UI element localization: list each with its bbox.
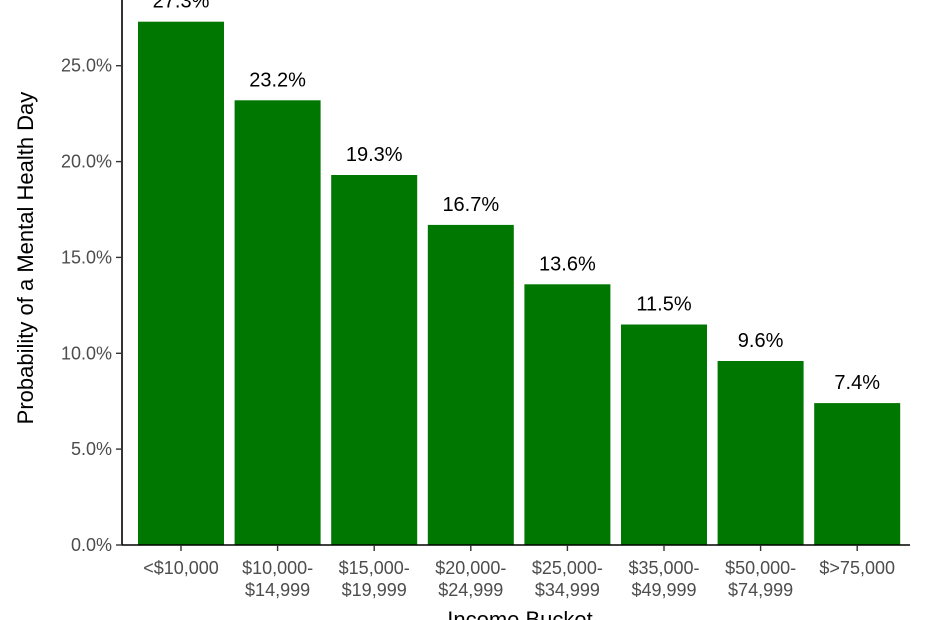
y-tick-label-1: 5.0% bbox=[71, 439, 112, 459]
data-labels-group: 27.3% 23.2% 19.3% 16.7% 13.6% 11.5% 9.6% 7.4% bbox=[153, 0, 881, 394]
bar-2 bbox=[331, 175, 418, 545]
x-tick-label-1: $10,000-$14,999 bbox=[242, 558, 313, 600]
x-tick-label-0: <$10,000 bbox=[143, 558, 219, 578]
bar-3 bbox=[427, 224, 514, 545]
data-label-6: 9.6% bbox=[738, 330, 784, 352]
bar-6 bbox=[717, 361, 804, 545]
x-axis-title: Income Bucket bbox=[447, 607, 593, 620]
x-tick-label-6: $50,000-$74,999 bbox=[725, 558, 796, 600]
data-label-0: 27.3% bbox=[153, 0, 210, 13]
data-label-4: 13.6% bbox=[539, 253, 596, 275]
data-label-7: 7.4% bbox=[834, 372, 880, 394]
bar-1 bbox=[234, 100, 321, 546]
x-axis: <$10,000 $10,000-$14,999 $15,000-$19,999 $2… bbox=[122, 544, 910, 600]
y-axis-title: Probability of a Mental Health Day bbox=[13, 92, 38, 425]
bar-0 bbox=[138, 21, 224, 545]
data-label-3: 16.7% bbox=[442, 194, 499, 216]
y-tick-label-2: 10.0% bbox=[61, 343, 112, 363]
x-tick-label-4: $25,000-$34,999 bbox=[532, 558, 603, 600]
x-tick-label-2: $15,000-$19,999 bbox=[339, 558, 410, 600]
y-tick-label-0: 0.0% bbox=[71, 535, 112, 555]
bars-group bbox=[138, 21, 901, 546]
data-label-2: 19.3% bbox=[346, 144, 403, 166]
bar-4 bbox=[524, 284, 611, 545]
y-axis: 0.0% 5.0% 10.0% 15.0% 20.0% 25.0% bbox=[61, 0, 123, 555]
x-tick-label-7: $>75,000 bbox=[819, 558, 895, 578]
x-tick-label-5: $35,000-$49,999 bbox=[628, 558, 699, 600]
y-tick-label-3: 15.0% bbox=[61, 247, 112, 267]
data-label-5: 11.5% bbox=[636, 294, 691, 316]
y-tick-label-4: 20.0% bbox=[61, 152, 112, 172]
x-tick-label-3: $20,000-$24,999 bbox=[435, 558, 506, 600]
bar-7 bbox=[814, 403, 901, 545]
data-label-1: 23.2% bbox=[249, 69, 306, 91]
bar-5 bbox=[621, 324, 707, 545]
y-tick-label-5: 25.0% bbox=[61, 56, 112, 76]
